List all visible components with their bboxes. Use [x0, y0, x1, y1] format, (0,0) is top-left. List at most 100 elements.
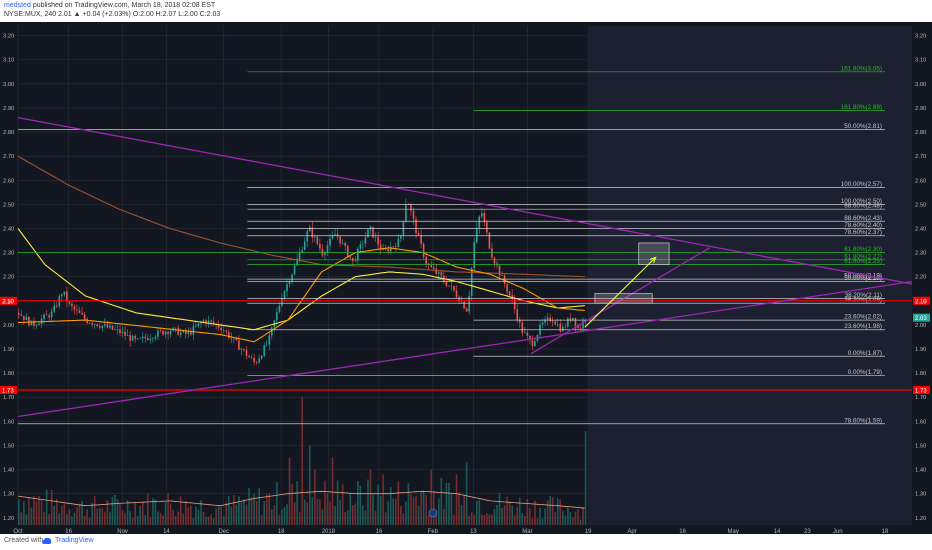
y-tick-label-right: 1.70 — [915, 395, 926, 401]
volume-bar — [559, 499, 562, 525]
volume-bar — [417, 505, 420, 525]
volume-bar — [126, 500, 129, 525]
candle-body — [114, 329, 116, 330]
volume-bar — [109, 511, 111, 525]
volume-bar — [488, 514, 491, 525]
candle-body — [286, 284, 288, 292]
candle-body — [126, 335, 129, 336]
y-tick-label-right: 1.50 — [915, 443, 926, 449]
volume-bar — [106, 500, 109, 525]
publish-info: medsted published on TradingView.com, Ma… — [4, 2, 215, 10]
candle-body — [174, 327, 177, 329]
candle-body — [341, 242, 344, 244]
volume-bar — [182, 513, 185, 525]
volume-bar — [114, 494, 116, 525]
volume-bar — [238, 496, 240, 525]
candle-body — [554, 321, 556, 325]
candle-body — [200, 322, 202, 324]
chart-area[interactable]: 100.00%(2.57) 100.00%(2.50) 88.60%(2.48) 88… — [0, 22, 932, 534]
volume-bar — [544, 508, 546, 525]
y-tick-label-left: 1.30 — [3, 492, 14, 498]
y-tick-label-right: 2.30 — [915, 251, 926, 257]
fib-level-label: 88.60%(2.48) — [844, 203, 882, 210]
candle-body — [235, 337, 238, 341]
candle-body — [473, 242, 476, 269]
volume-bar — [250, 497, 253, 525]
volume-bar — [412, 496, 415, 525]
volume-bar — [420, 491, 422, 525]
volume-bar — [483, 514, 486, 525]
volume-bar — [579, 519, 582, 525]
candle-body — [394, 246, 397, 248]
candle-body — [98, 326, 101, 328]
candle-body — [569, 318, 572, 321]
volume-bar — [430, 469, 433, 525]
volume-bar — [493, 508, 496, 525]
trendline — [17, 116, 913, 285]
volume-bar — [202, 511, 205, 525]
candle-body — [314, 236, 316, 238]
volume-bar — [298, 512, 301, 525]
volume-bar — [384, 512, 387, 525]
volume-bar — [195, 506, 197, 525]
volume-bar — [501, 508, 503, 525]
candle-body — [45, 314, 48, 316]
candle-body — [111, 325, 114, 330]
tradingview-brand[interactable]: TradingView — [55, 537, 94, 544]
candle-body — [458, 297, 460, 302]
y-tick-label-right: 2.20 — [915, 275, 926, 281]
candle-body — [159, 330, 162, 332]
volume-bar — [258, 488, 260, 525]
volume-bar — [440, 477, 443, 525]
volume-bar — [382, 474, 384, 525]
price-axis-marker-left — [0, 296, 17, 305]
candle-body — [531, 340, 534, 347]
volume-bar — [141, 502, 144, 525]
volume-bar — [228, 495, 230, 525]
candle-body — [288, 281, 291, 285]
candle-body — [364, 237, 367, 244]
volume-bar — [220, 506, 223, 525]
candle-body — [228, 331, 230, 338]
fib-level-label: 23.60%(1.98) — [844, 323, 882, 330]
candle-body — [192, 326, 195, 335]
volume-bar — [357, 480, 359, 525]
y-tick-label-right: 2.70 — [915, 154, 926, 160]
volume-bar — [240, 502, 243, 525]
candle-body — [349, 256, 352, 258]
volume-bar — [551, 497, 554, 525]
projection-arrow-line — [584, 257, 656, 328]
candle-body — [240, 349, 243, 350]
volume-bar — [263, 501, 266, 525]
candle-body — [195, 326, 197, 327]
volume-bar — [179, 496, 182, 525]
volume-bar — [402, 513, 405, 525]
volume-bar — [147, 493, 149, 525]
volume-bar — [104, 512, 106, 525]
candle-body — [308, 227, 311, 232]
volume-bar — [303, 499, 306, 525]
y-tick-label-right: 1.30 — [915, 492, 926, 498]
volume-bar — [541, 518, 544, 525]
candle-body — [197, 323, 200, 327]
candle-body — [144, 336, 147, 339]
candle-body — [529, 335, 531, 341]
candle-body — [382, 249, 384, 251]
x-tick-label: Apr — [627, 529, 636, 534]
price-axis-marker-label: 1.73 — [2, 389, 14, 395]
y-tick-label-left: 1.90 — [3, 347, 14, 353]
x-tick-label: 23 — [804, 529, 811, 534]
author-link[interactable]: medsted — [4, 2, 31, 9]
fib-level-label: 78.60%(2.37) — [844, 229, 882, 236]
volume-bar — [324, 480, 326, 525]
volume-bar — [344, 512, 346, 525]
candle-body — [28, 316, 30, 326]
candle-body — [524, 332, 526, 334]
volume-bar — [43, 512, 45, 525]
candle-body — [468, 295, 470, 312]
candle-body — [207, 320, 210, 324]
price-chart[interactable]: 100.00%(2.57) 100.00%(2.50)88.60%(2.48) 88… — [0, 22, 932, 534]
volume-bar — [526, 498, 529, 525]
volume-bar — [23, 501, 25, 525]
volume-bar — [468, 515, 470, 525]
